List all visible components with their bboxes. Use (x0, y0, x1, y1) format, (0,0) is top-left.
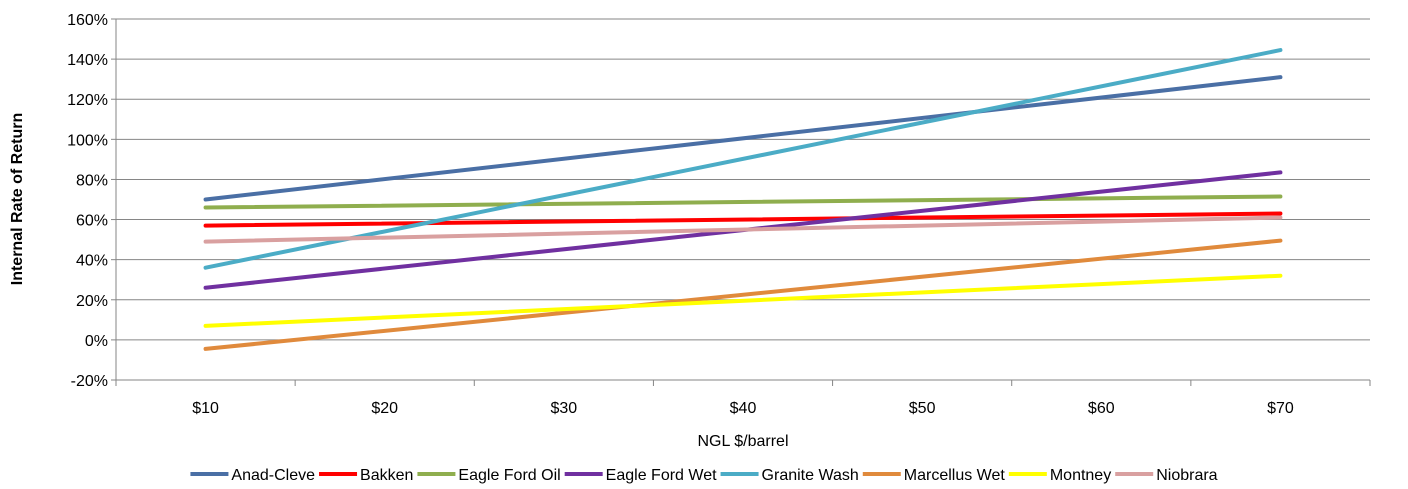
series-line-marcellus-wet (203, 238, 1283, 351)
legend-label: Marcellus Wet (904, 467, 1006, 484)
series-line-bakken (203, 211, 1283, 228)
series-line-anad-cleve (203, 75, 1283, 202)
legend-label: Montney (1050, 467, 1111, 484)
y-tick-label: 60% (76, 213, 108, 230)
y-tick-labels: -20% 0% 20% 40% 60% 80% 100% 120% 140% 160% (67, 12, 108, 390)
y-axis-title: Internal Rate of Return (9, 113, 26, 285)
series-line-niobrara (203, 215, 1283, 244)
y-tick-label: 140% (67, 52, 108, 69)
y-tick-label: -20% (71, 373, 108, 390)
legend-label: Anad-Cleve (231, 467, 315, 484)
legend-item: Anad-Cleve (190, 467, 315, 484)
series-line-eagle-ford-oil (203, 194, 1283, 210)
legend-label: Niobrara (1156, 467, 1217, 484)
legend-label: Bakken (360, 467, 413, 484)
x-tick-label: $40 (730, 400, 757, 417)
x-axis-title: NGL $/barrel (698, 433, 789, 450)
legend-label: Eagle Ford Wet (606, 467, 717, 484)
y-tick-label: 120% (67, 92, 108, 109)
legend-item: Niobrara (1115, 467, 1218, 484)
y-tick-label: 0% (85, 333, 108, 350)
y-tick-label: 160% (67, 12, 108, 29)
series-line-granite-wash (203, 48, 1283, 270)
legend-item: Granite Wash (720, 467, 859, 484)
x-tick-label: $30 (551, 400, 578, 417)
legend-item: Bakken (319, 467, 413, 484)
y-tick-label: 20% (76, 293, 108, 310)
x-tick-label: $70 (1267, 400, 1294, 417)
series-line-montney (203, 273, 1283, 328)
legend: Anad-Cleve Bakken Eagle Ford Oil Eagle Ford… (190, 467, 1218, 484)
y-tick-label: 100% (67, 132, 108, 149)
x-tick-labels: $10 $20 $30 $40 $50 $60 $70 (192, 400, 1294, 417)
x-tick-label: $10 (192, 400, 219, 417)
x-tick-label: $50 (909, 400, 936, 417)
legend-item: Marcellus Wet (862, 467, 1006, 484)
y-tick-label: 80% (76, 172, 108, 189)
series-lines (203, 48, 1283, 351)
x-tick-label: $60 (1088, 400, 1115, 417)
legend-item: Eagle Ford Oil (417, 467, 561, 484)
legend-item: Eagle Ford Wet (564, 467, 717, 484)
legend-item: Montney (1008, 467, 1111, 484)
y-tick-label: 40% (76, 253, 108, 270)
axes (115, 19, 1371, 386)
legend-label: Granite Wash (762, 467, 859, 484)
legend-label: Eagle Ford Oil (458, 467, 560, 484)
x-tick-label: $20 (371, 400, 398, 417)
